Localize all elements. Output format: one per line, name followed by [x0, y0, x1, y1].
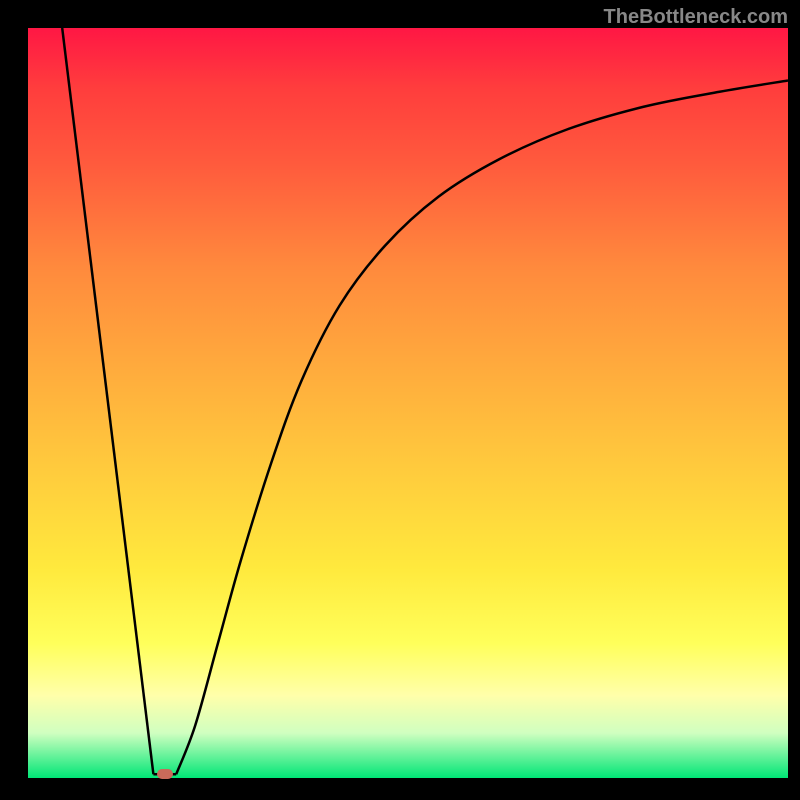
chart-container: TheBottleneck.com — [0, 0, 800, 800]
curve-left — [62, 28, 153, 774]
watermark-text: TheBottleneck.com — [604, 6, 788, 29]
valley-marker — [157, 769, 173, 779]
curve-right — [176, 81, 788, 775]
plot-area — [28, 28, 788, 778]
chart-svg — [28, 28, 788, 778]
